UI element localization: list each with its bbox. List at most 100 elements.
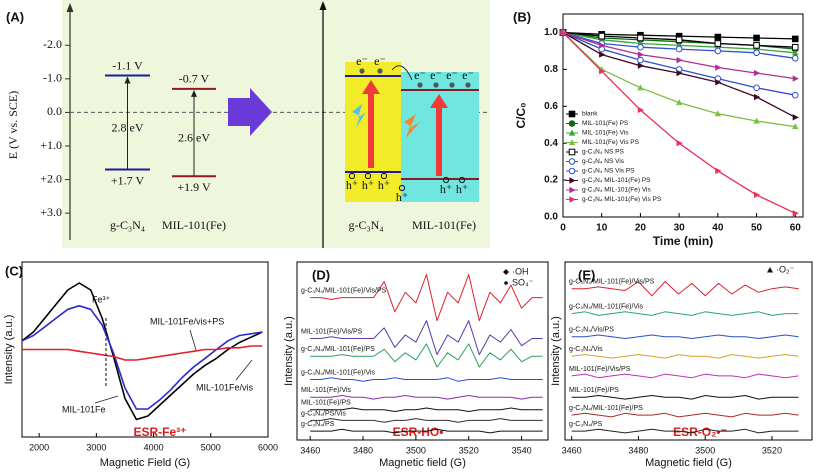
marker [715,64,722,71]
electron-dot [465,82,471,88]
trace-label: g-C₃N₄/MIL-101(Fe)/Vis/PS [569,279,655,286]
panel-label: (E) [578,267,595,282]
legend-label: SO₄⁻ [512,277,534,287]
trace-label: MIL-101(Fe)/PS [569,387,619,394]
trace-label: g-C₃N₄/PS/Vis [301,410,346,417]
legend-symbol [503,269,509,275]
gap-label: 2.8 eV [112,120,144,134]
transfer-curve [391,65,413,81]
hole: h⁺ [362,178,374,192]
x-tick-label: 10 [596,223,608,234]
spectrum-trace [310,320,543,356]
x-tick-label: 3520 [459,445,479,455]
legend-label: g-C₃N₄ MIL-101(Fe) PS [582,177,651,184]
marker [675,99,683,106]
marker [675,45,683,53]
scheme-label: MIL-101(Fe) [412,218,476,232]
legend-marker [568,148,576,156]
x-axis-label: Magnetic field (G) [645,457,732,469]
x-tick-label: 3460 [562,445,582,455]
marker [714,40,722,47]
y-tick-label: 0.2 [544,175,558,186]
spectrum-trace [310,395,543,400]
hole: h⁺ [378,178,390,192]
transfer-arrow [228,88,272,136]
marker [715,79,722,86]
x-tick-label: 5000 [201,442,221,452]
cb-label: -0.7 V [179,72,210,86]
trace-label: g-C₃N₄/PS [569,421,603,428]
spectrum-trace [571,428,799,434]
panel-label: (D) [312,267,330,282]
spectrum-trace [310,274,543,322]
hole: h⁺ [440,182,452,196]
marker [792,123,799,130]
marker [560,29,567,36]
marker [753,191,761,199]
arrow-head [191,89,197,97]
plot-frame [562,13,804,218]
marker [753,117,760,124]
hole-circle [398,184,406,192]
excitation-arrow [436,106,442,176]
legend-label: g-C₃N₄ NS Vis PS [582,168,635,175]
marker [715,167,722,175]
electron-dot [449,82,455,88]
y-tick-label: -1.0 [43,71,62,85]
marker [637,34,644,42]
electron-dot [377,68,383,74]
trace-label: g-C₃N₄/MIL-101(Fe)/Vis [569,303,644,310]
marker [599,42,606,49]
y-tick-label: 0.8 [544,64,558,75]
x-tick-label: 3480 [353,445,373,455]
y-axis-label: Intensity (a.u.) [3,315,15,385]
marker [714,33,722,41]
trace-label: g-C₃N₄/MIL-101(Fe)/PS [569,405,643,412]
series-line [22,345,263,361]
panel-label: (C) [5,263,23,278]
x-tick-label: 30 [674,223,686,234]
marker [599,51,606,58]
trace-label: g-C₃N₄/MIL-101(Fe)/Vis [301,369,376,376]
marker [791,91,799,99]
marker [599,68,606,75]
vb-label: +1.9 V [177,180,211,194]
marker [753,84,760,92]
callout-arrow [235,359,253,381]
marker [676,56,683,64]
spectrum-trace [310,377,543,382]
callout-arrow [94,395,119,404]
x-tick-label: 3540 [512,445,532,455]
spectrum-trace [310,407,543,412]
material-label: MIL-101(Fe) [162,218,226,232]
y-tick-label: 0.0 [544,212,558,223]
legend-marker [568,158,576,165]
electron: e⁻ [462,68,474,82]
marker [714,47,722,55]
y-axis-label: E (V vs. SCE) [6,91,20,159]
spectrum-trace [310,428,543,434]
chart-title: ESR-Fe³⁺ [133,425,186,439]
x-tick-label: 50 [751,223,763,234]
spectrum-trace [571,373,799,379]
legend-label: MIL-101(Fe) Vis PS [582,139,640,146]
chart-title: ESR-O₂•⁻ [673,425,727,439]
plot-frame [564,261,813,441]
hole: h⁺ [396,190,408,204]
marker [792,75,799,82]
plot-frame [296,261,549,441]
y-tick-label: 0.4 [544,138,558,149]
y-axis-label: C/C₀ [514,102,528,128]
hole-circle [442,176,450,184]
trace-label: g-C₃N₄/Vis [569,346,603,353]
legend-marker [568,129,576,136]
legend-marker [568,167,576,175]
panel-label: (A) [6,9,24,24]
y-tick-label: -2.0 [43,37,62,51]
excitation-head [362,80,380,94]
spectrum-trace [571,412,799,418]
marker [792,49,799,56]
x-tick-label: 6000 [258,442,278,452]
x-tick-label: 3500 [695,445,715,455]
hole-circle [364,172,372,180]
